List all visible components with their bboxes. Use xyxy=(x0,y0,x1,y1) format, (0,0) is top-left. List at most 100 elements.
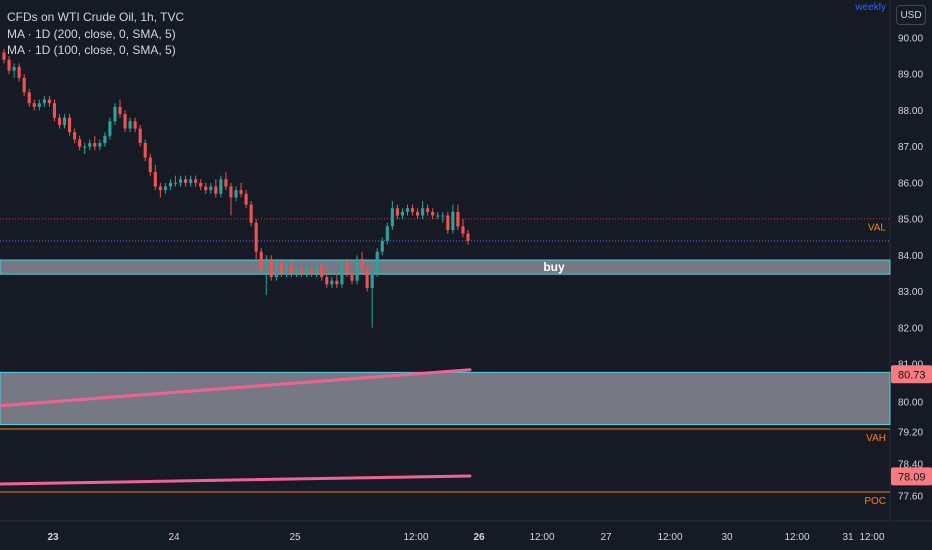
candle-body xyxy=(68,117,72,133)
candle-body xyxy=(204,186,208,191)
x-tick-label: 12:00 xyxy=(403,532,428,543)
y-tick-label: 90.00 xyxy=(898,34,923,45)
y-tick-label: 86.00 xyxy=(898,178,923,189)
x-tick-label: 23 xyxy=(47,532,59,543)
candle-body xyxy=(88,143,92,147)
candle-body xyxy=(284,266,288,274)
price-tag-label: 80.73 xyxy=(898,369,926,381)
candle-body xyxy=(400,211,404,216)
candle-body xyxy=(320,266,324,278)
candle-body xyxy=(37,103,41,107)
candle-body xyxy=(390,208,394,227)
candle-body xyxy=(279,262,283,274)
currency-button[interactable]: USD xyxy=(896,5,926,25)
y-tick-label: 79.20 xyxy=(898,428,923,439)
candle-body xyxy=(289,266,294,274)
indicator-ma-100[interactable]: MA · 1D (100, close, 0, SMA, 5) xyxy=(7,43,176,57)
candle-body xyxy=(229,186,233,198)
candle-body xyxy=(47,99,51,104)
timeframe-label: weekly xyxy=(855,2,886,13)
buy-zone[interactable] xyxy=(0,259,891,275)
candle-body xyxy=(365,269,369,288)
candle-body xyxy=(17,66,21,78)
candle-body xyxy=(158,186,162,191)
zone-label: buy xyxy=(543,260,565,274)
price-tag-label: 78.09 xyxy=(898,471,926,483)
candle-body xyxy=(2,52,6,60)
price-tag xyxy=(891,365,932,384)
candle-body xyxy=(138,128,142,144)
candle-body xyxy=(78,139,82,147)
candle-body xyxy=(350,273,354,281)
candle-body xyxy=(32,103,36,107)
candle-body xyxy=(73,132,77,140)
y-tick-label: 80.00 xyxy=(898,398,923,409)
candle-body xyxy=(461,226,465,234)
y-tick-label: 82.00 xyxy=(898,323,923,334)
candle-body xyxy=(12,66,16,71)
candle-body xyxy=(310,269,314,274)
x-tick-label: 26 xyxy=(473,532,485,543)
candle-body xyxy=(269,258,273,278)
candle-body xyxy=(214,186,218,194)
candle-body xyxy=(224,179,228,187)
candle-body xyxy=(244,193,248,205)
candle-body xyxy=(118,106,122,115)
candle-body xyxy=(7,59,11,71)
candle-body xyxy=(128,121,132,129)
candle-body xyxy=(153,172,157,187)
candle-body xyxy=(466,233,470,241)
candle-body xyxy=(219,179,223,194)
candle-body xyxy=(385,226,389,241)
candle-body xyxy=(189,179,193,183)
candle-body xyxy=(436,215,440,217)
x-tick-label: 12:00 xyxy=(784,532,809,543)
y-tick-label: 81.00 xyxy=(898,360,923,371)
y-tick-label: 89.00 xyxy=(898,70,923,81)
candle-body xyxy=(335,280,339,285)
candle-body xyxy=(108,121,112,136)
y-tick-label: 88.00 xyxy=(898,106,923,117)
candle-body xyxy=(375,251,379,274)
x-tick-label: 30 xyxy=(721,532,733,543)
candle-body xyxy=(42,99,46,104)
candle-body xyxy=(426,208,430,212)
candle-body xyxy=(209,186,213,191)
candle-body xyxy=(199,182,203,187)
candle-body xyxy=(405,208,410,212)
level-label: VAH xyxy=(866,433,886,444)
x-tick-label: 12:00 xyxy=(657,532,682,543)
candle-body xyxy=(22,77,26,93)
candle-body xyxy=(431,211,435,216)
y-tick-label: 78.40 xyxy=(898,460,923,471)
candle-body xyxy=(446,215,450,230)
y-tick-label: 87.00 xyxy=(898,142,923,153)
candle-body xyxy=(330,280,334,285)
x-tick-label: 12:00 xyxy=(859,532,884,543)
candle-body xyxy=(184,179,188,183)
candle-body xyxy=(305,269,309,274)
candle-body xyxy=(340,262,344,285)
candle-body xyxy=(239,190,243,194)
candle-body xyxy=(234,190,238,198)
symbol-title: CFDs on WTI Crude Oil, 1h, TVC xyxy=(7,10,185,24)
demand-zone[interactable] xyxy=(0,371,891,425)
candle-body xyxy=(456,211,460,227)
candle-body xyxy=(83,146,87,148)
candle-body xyxy=(274,262,278,278)
candle-body xyxy=(294,269,299,274)
y-tick-label: 77.60 xyxy=(898,492,923,503)
candle-body xyxy=(133,121,137,129)
candle-body xyxy=(148,157,152,173)
candle-body xyxy=(395,208,399,216)
y-tick-label: 84.00 xyxy=(898,251,923,262)
candle-body xyxy=(410,208,415,212)
candle-body xyxy=(194,179,198,183)
candle-body xyxy=(178,179,183,183)
indicator-ma-200[interactable]: MA · 1D (200, close, 0, SMA, 5) xyxy=(7,26,176,41)
candle-body xyxy=(62,117,67,125)
candle-body xyxy=(103,135,107,144)
candle-body xyxy=(315,266,319,274)
candle-body xyxy=(93,143,97,147)
